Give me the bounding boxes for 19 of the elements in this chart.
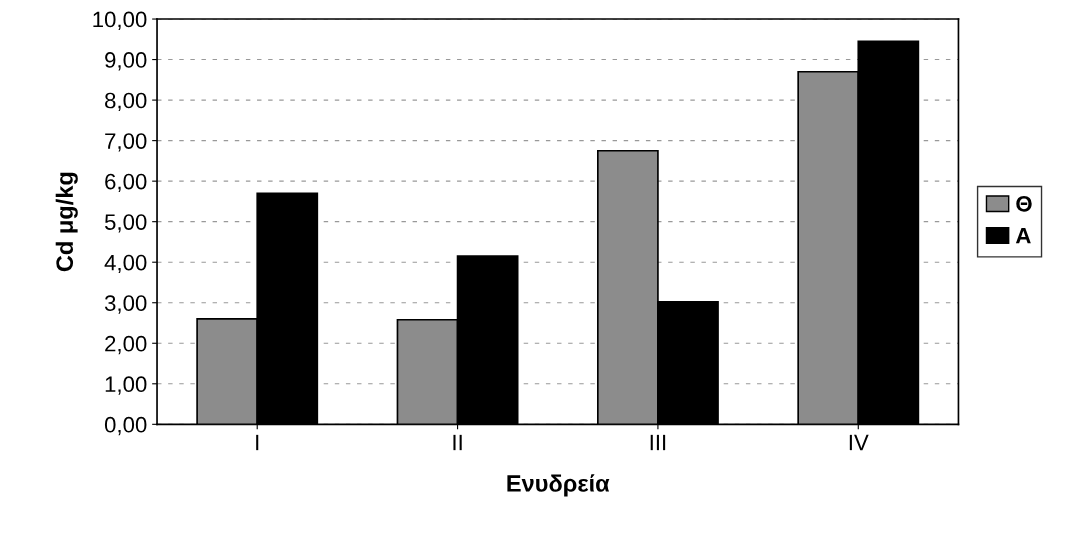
y-axis-title: Cd μg/kg [55, 172, 78, 272]
x-axis-title: Ενυδρεία [507, 474, 610, 497]
y-tick-label: 9,00 [105, 52, 147, 71]
y-tick-label: 2,00 [105, 335, 147, 355]
x-tick-label: II [453, 434, 462, 451]
y-tick-label: 8,00 [105, 92, 147, 111]
y-tick-label: 7,00 [105, 133, 147, 152]
legend-label: A [1015, 228, 1031, 244]
y-tick-label: 3,00 [104, 295, 147, 314]
x-tick-label: IV [849, 434, 869, 451]
legend-label: Θ [1016, 196, 1032, 212]
x-tick-label: III [650, 434, 666, 451]
y-tick-label: 1,00 [105, 376, 147, 395]
y-tick-label: 4,00 [104, 254, 147, 274]
y-tick-label: 6,00 [105, 173, 147, 193]
x-tick-label: I [256, 434, 259, 451]
y-tick-label: 0,00 [104, 416, 147, 436]
y-tick-label: 10,00 [93, 11, 147, 30]
y-tick-label: 5,00 [104, 214, 147, 233]
